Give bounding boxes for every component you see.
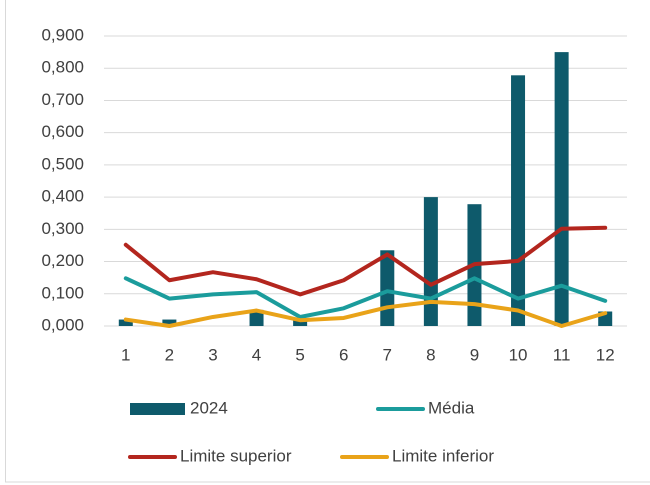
x-tick-label: 8 (426, 345, 435, 364)
bar (554, 52, 569, 326)
bar (423, 197, 438, 326)
y-tick-label: 0,800 (41, 58, 84, 77)
bar (118, 319, 133, 326)
legend-label: 2024 (190, 398, 228, 417)
legend-label: Média (428, 398, 475, 417)
y-tick-label: 0,000 (41, 315, 84, 334)
x-tick-label: 7 (383, 345, 392, 364)
x-tick-label: 6 (339, 345, 348, 364)
x-tick-label: 1 (121, 345, 130, 364)
y-tick-label: 0,400 (41, 187, 84, 206)
x-tick-label: 4 (252, 345, 261, 364)
chart-frame (5, 0, 650, 483)
x-tick-label: 12 (596, 345, 615, 364)
legend-label: Limite inferior (392, 446, 494, 465)
line (123, 225, 608, 297)
y-tick-label: 0,600 (41, 122, 84, 141)
bar (511, 75, 526, 326)
y-tick-label: 0,700 (41, 90, 84, 109)
x-tick-label: 3 (208, 345, 217, 364)
x-tick-label: 11 (553, 345, 571, 364)
x-tick-label: 2 (165, 345, 174, 364)
line (123, 276, 608, 319)
y-tick-label: 0,500 (41, 154, 84, 173)
bar (380, 250, 395, 326)
legend-swatch (130, 403, 185, 415)
y-tick-label: 0,100 (41, 283, 84, 302)
x-tick-label: 9 (470, 345, 479, 364)
y-tick-label: 0,300 (41, 219, 84, 238)
y-tick-label: 0,200 (41, 251, 84, 270)
x-tick-label: 5 (295, 345, 304, 364)
bar (162, 319, 177, 326)
x-tick-label: 10 (509, 345, 528, 364)
y-tick-label: 0,900 (41, 25, 84, 44)
bar (249, 309, 264, 326)
line (123, 299, 608, 328)
legend-label: Limite superior (180, 446, 292, 465)
